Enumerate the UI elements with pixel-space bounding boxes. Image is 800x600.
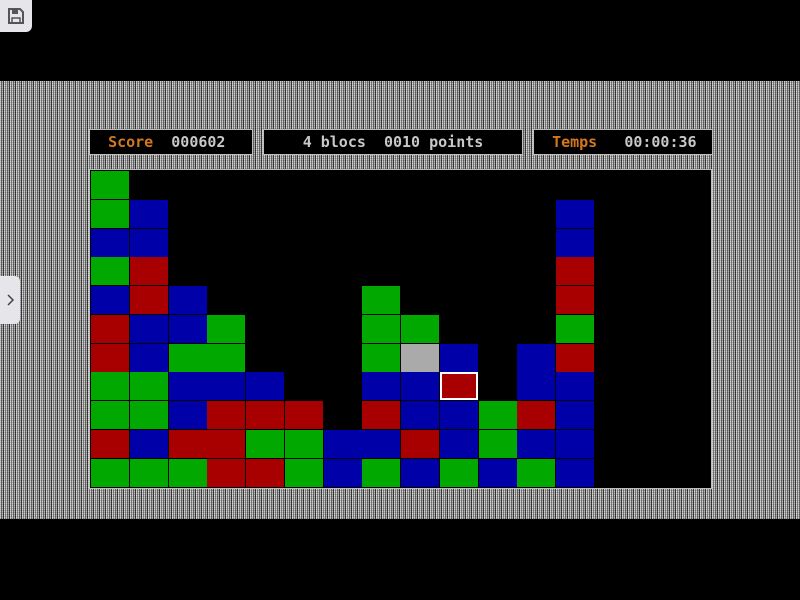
block-blue[interactable] (168, 401, 207, 429)
block-green[interactable] (129, 458, 168, 487)
block-grey[interactable] (401, 343, 439, 372)
block-blue[interactable] (556, 199, 594, 228)
block-green[interactable] (362, 343, 401, 372)
block-blue[interactable] (168, 314, 207, 343)
game-board[interactable] (89, 169, 712, 489)
time-label: Temps (552, 133, 598, 151)
block-blue[interactable] (556, 372, 594, 401)
score-label: Score (108, 133, 154, 151)
block-green[interactable] (168, 343, 207, 372)
block-green[interactable] (129, 372, 168, 401)
block-green[interactable] (91, 372, 129, 401)
block-red[interactable] (556, 286, 594, 314)
score-panel: Score 000602 (89, 129, 253, 155)
chevron-right-icon (7, 294, 15, 306)
block-red[interactable] (91, 343, 129, 372)
block-red[interactable] (556, 257, 594, 286)
block-green[interactable] (439, 458, 478, 487)
block-blue[interactable] (129, 314, 168, 343)
block-blue[interactable] (401, 401, 439, 429)
block-blue[interactable] (401, 372, 439, 401)
sidebar-toggle-button[interactable] (0, 276, 20, 324)
block-blue[interactable] (91, 286, 129, 314)
block-green[interactable] (91, 199, 129, 228)
block-blue[interactable] (323, 429, 362, 458)
block-green[interactable] (556, 314, 594, 343)
block-red[interactable] (129, 286, 168, 314)
block-green[interactable] (362, 314, 401, 343)
block-red[interactable] (284, 401, 323, 429)
block-green[interactable] (91, 257, 129, 286)
save-button[interactable] (0, 0, 32, 32)
block-blue[interactable] (362, 372, 401, 401)
block-red[interactable] (362, 401, 401, 429)
block-blue[interactable] (129, 343, 168, 372)
block-blue[interactable] (556, 429, 594, 458)
block-blue[interactable] (129, 228, 168, 257)
block-blue[interactable] (362, 429, 401, 458)
block-green[interactable] (168, 458, 207, 487)
selection-info: 4 blocs 0010 points (302, 133, 484, 151)
floppy-disk-icon (8, 8, 24, 24)
block-blue[interactable] (168, 372, 207, 401)
block-green[interactable] (246, 429, 284, 458)
block-blue[interactable] (129, 199, 168, 228)
block-green[interactable] (478, 401, 517, 429)
block-red[interactable] (517, 401, 556, 429)
block-green[interactable] (91, 458, 129, 487)
block-green[interactable] (91, 171, 129, 199)
block-blue[interactable] (556, 401, 594, 429)
block-green[interactable] (478, 429, 517, 458)
block-blue[interactable] (517, 429, 556, 458)
block-red[interactable] (91, 429, 129, 458)
block-green[interactable] (284, 429, 323, 458)
block-blue[interactable] (246, 372, 284, 401)
block-red[interactable] (207, 458, 246, 487)
score-value: 000602 (171, 133, 226, 151)
block-red[interactable] (207, 429, 246, 458)
block-red[interactable] (129, 257, 168, 286)
block-green[interactable] (362, 286, 401, 314)
block-blue[interactable] (517, 343, 556, 372)
block-blue[interactable] (129, 429, 168, 458)
block-red[interactable] (439, 372, 478, 401)
block-blue[interactable] (401, 458, 439, 487)
block-green[interactable] (207, 343, 246, 372)
time-value: 00:00:36 (624, 133, 697, 151)
block-red[interactable] (207, 401, 246, 429)
block-blue[interactable] (439, 429, 478, 458)
block-red[interactable] (246, 401, 284, 429)
block-red[interactable] (168, 429, 207, 458)
block-red[interactable] (401, 429, 439, 458)
block-red[interactable] (91, 314, 129, 343)
block-green[interactable] (129, 401, 168, 429)
block-green[interactable] (207, 314, 246, 343)
block-red[interactable] (246, 458, 284, 487)
block-blue[interactable] (556, 458, 594, 487)
time-panel: Temps 00:00:36 (533, 129, 713, 155)
block-green[interactable] (401, 314, 439, 343)
block-green[interactable] (362, 458, 401, 487)
block-blue[interactable] (478, 458, 517, 487)
block-blue[interactable] (517, 372, 556, 401)
block-blue[interactable] (439, 343, 478, 372)
block-green[interactable] (284, 458, 323, 487)
block-green[interactable] (91, 401, 129, 429)
block-blue[interactable] (207, 372, 246, 401)
block-red[interactable] (556, 343, 594, 372)
block-blue[interactable] (556, 228, 594, 257)
block-blue[interactable] (91, 228, 129, 257)
selection-panel: 4 blocs 0010 points (263, 129, 523, 155)
block-blue[interactable] (439, 401, 478, 429)
block-blue[interactable] (168, 286, 207, 314)
block-green[interactable] (517, 458, 556, 487)
block-blue[interactable] (323, 458, 362, 487)
